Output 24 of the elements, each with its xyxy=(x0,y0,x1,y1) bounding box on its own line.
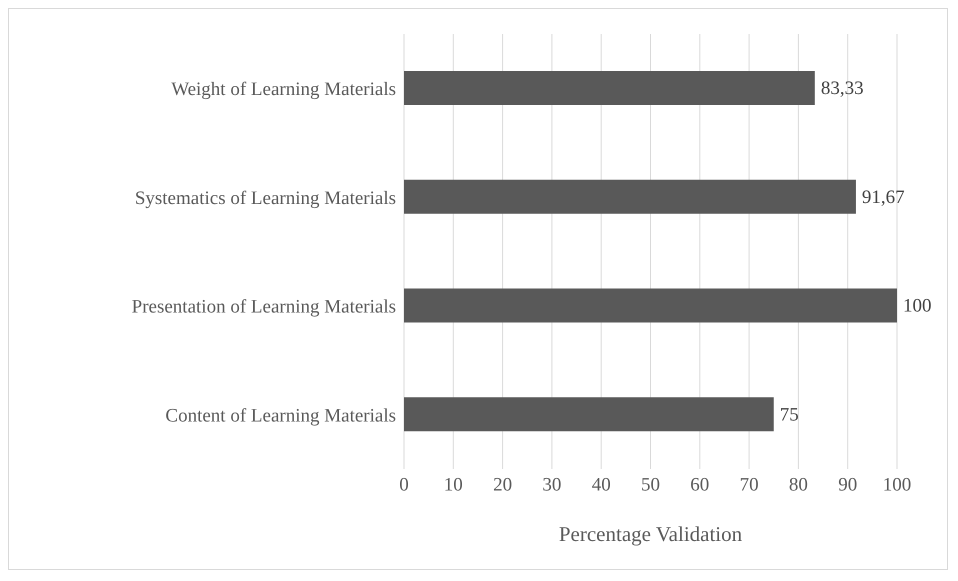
data-label: 75 xyxy=(780,404,799,426)
x-tick-label: 20 xyxy=(493,474,512,496)
x-tick-label: 70 xyxy=(740,474,759,496)
bar xyxy=(404,397,774,432)
bar xyxy=(404,288,897,322)
x-tick-label: 80 xyxy=(788,474,808,496)
data-label: 91,67 xyxy=(862,186,905,208)
y-tick-label: Presentation of Learning Materials xyxy=(132,296,396,318)
x-tick-label: 40 xyxy=(592,474,611,496)
data-label: 100 xyxy=(903,296,932,316)
data-label: 83,33 xyxy=(820,78,864,99)
bar xyxy=(404,71,815,105)
x-tick-label: 60 xyxy=(690,474,710,496)
y-tick-label: Weight of Learning Materials xyxy=(171,79,396,100)
x-tick-label: 90 xyxy=(838,474,858,496)
bar xyxy=(404,180,856,214)
x-tick-label: 10 xyxy=(444,474,463,496)
y-tick-label: Content of Learning Materials xyxy=(165,405,396,426)
x-tick-label: 0 xyxy=(399,474,409,496)
x-axis-title: Percentage Validation xyxy=(558,522,743,546)
y-tick-label: Systematics of Learning Materials xyxy=(134,188,396,209)
x-tick-label: 30 xyxy=(542,474,562,496)
x-tick-label: 50 xyxy=(641,474,660,496)
x-tick-label: 100 xyxy=(882,474,912,496)
